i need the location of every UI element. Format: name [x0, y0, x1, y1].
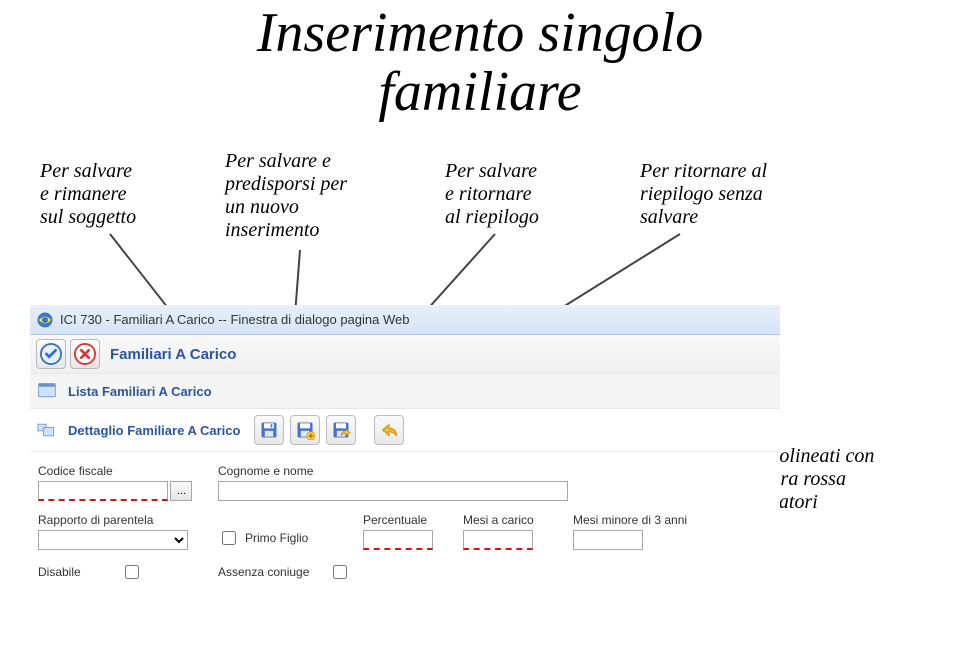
dialog-familiari: ICI 730 - Familiari A Carico -- Finestra…	[30, 305, 780, 594]
save-stay-button[interactable]	[254, 415, 284, 445]
form-row-details: Rapporto di parentela Primo Figlio Perce…	[38, 507, 772, 556]
mesi-minore-label: Mesi minore di 3 anni	[573, 513, 723, 527]
callout-return-nosave: Per ritornare al riepilogo senza salvare	[640, 160, 810, 229]
title-line-2: familiare	[378, 61, 581, 123]
assenza-label: Assenza coniuge	[218, 565, 309, 579]
callout-save-stay: Per salvare e rimanere sul soggetto	[40, 160, 190, 229]
codice-fiscale-lookup-button[interactable]: ...	[170, 481, 192, 501]
detail-header: Dettaglio Familiare A Carico	[30, 409, 780, 452]
windows-icon	[36, 419, 58, 441]
list-header: Lista Familiari A Carico	[30, 374, 780, 409]
page-title: Inserimento singolo familiare	[0, 4, 960, 122]
percentuale-label: Percentuale	[363, 513, 453, 527]
cancel-button[interactable]	[70, 339, 100, 369]
save-return-button[interactable]	[326, 415, 356, 445]
dialog-title-text: ICI 730 - Familiari A Carico -- Finestra…	[60, 312, 409, 327]
cognome-label: Cognome e nome	[218, 464, 588, 478]
rapporto-select[interactable]	[38, 530, 188, 550]
mesi-minore-input[interactable]	[573, 530, 643, 550]
detail-title: Dettaglio Familiare A Carico	[68, 423, 240, 438]
disabile-checkbox[interactable]	[125, 565, 139, 579]
title-line-1: Inserimento singolo	[257, 2, 703, 64]
cognome-input[interactable]	[218, 481, 568, 501]
ok-button[interactable]	[36, 339, 66, 369]
ie-icon	[36, 311, 54, 329]
window-icon	[36, 380, 58, 402]
section-title: Familiari A Carico	[110, 346, 236, 363]
primo-figlio-checkbox[interactable]	[222, 531, 236, 545]
mesi-label: Mesi a carico	[463, 513, 563, 527]
primo-figlio-label: Primo Figlio	[245, 531, 308, 545]
codice-fiscale-input[interactable]	[38, 481, 168, 501]
mesi-input[interactable]	[463, 530, 533, 550]
assenza-checkbox[interactable]	[333, 565, 347, 579]
list-title: Lista Familiari A Carico	[68, 384, 212, 399]
dialog-header: Familiari A Carico	[30, 335, 780, 374]
dialog-titlebar: ICI 730 - Familiari A Carico -- Finestra…	[30, 305, 780, 335]
codice-fiscale-label: Codice fiscale	[38, 464, 208, 478]
form-row-names: Codice fiscale ... Cognome e nome	[38, 458, 772, 507]
save-new-button[interactable]	[290, 415, 320, 445]
form-row-flags: Disabile Assenza coniuge	[38, 556, 772, 588]
return-nosave-button[interactable]	[374, 415, 404, 445]
callout-save-return: Per salvare e ritornare al riepilogo	[445, 160, 585, 229]
disabile-label: Disabile	[38, 565, 81, 579]
callout-save-new: Per salvare e predisporsi per un nuovo i…	[225, 150, 395, 242]
rapporto-label: Rapporto di parentela	[38, 513, 208, 527]
percentuale-input[interactable]	[363, 530, 433, 550]
form-area: Codice fiscale ... Cognome e nome Rappor…	[30, 452, 780, 594]
